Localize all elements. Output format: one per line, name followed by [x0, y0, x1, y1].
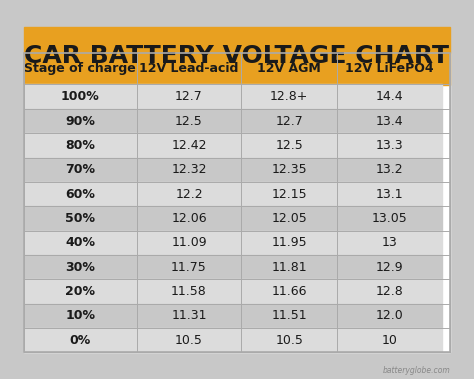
Text: 12.8: 12.8 [375, 285, 403, 298]
Text: 12V Lead-acid: 12V Lead-acid [139, 62, 239, 75]
Text: 12V LiFePO4: 12V LiFePO4 [345, 62, 434, 75]
Text: 13.05: 13.05 [372, 212, 407, 225]
Text: 12.15: 12.15 [272, 188, 307, 200]
Text: 10%: 10% [65, 309, 95, 323]
Text: 40%: 40% [65, 236, 95, 249]
Text: 30%: 30% [65, 261, 95, 274]
Text: 11.75: 11.75 [171, 261, 207, 274]
Text: 10.5: 10.5 [275, 334, 303, 347]
Text: 12.05: 12.05 [272, 212, 307, 225]
Text: 13.1: 13.1 [376, 188, 403, 200]
Text: 13.2: 13.2 [376, 163, 403, 176]
Text: 12.32: 12.32 [171, 163, 207, 176]
Text: 12.7: 12.7 [175, 90, 203, 103]
Text: 0%: 0% [70, 334, 91, 347]
Text: 11.31: 11.31 [171, 309, 207, 323]
Text: 10: 10 [382, 334, 397, 347]
Text: 12.5: 12.5 [275, 139, 303, 152]
Text: 50%: 50% [65, 212, 95, 225]
Text: 12V AGM: 12V AGM [257, 62, 321, 75]
Text: 100%: 100% [61, 90, 100, 103]
Text: 12.9: 12.9 [376, 261, 403, 274]
Text: 12.0: 12.0 [375, 309, 403, 323]
Text: 11.81: 11.81 [272, 261, 307, 274]
Text: 13.3: 13.3 [376, 139, 403, 152]
Text: 60%: 60% [65, 188, 95, 200]
Text: batteryglobe.com: batteryglobe.com [383, 366, 450, 375]
Text: 90%: 90% [65, 114, 95, 128]
Text: 20%: 20% [65, 285, 95, 298]
Text: 12.8+: 12.8+ [270, 90, 309, 103]
Text: 80%: 80% [65, 139, 95, 152]
Text: 12.7: 12.7 [275, 114, 303, 128]
Text: Stage of charge: Stage of charge [24, 62, 136, 75]
Text: 10.5: 10.5 [175, 334, 203, 347]
Text: 12.5: 12.5 [175, 114, 203, 128]
Text: 11.66: 11.66 [272, 285, 307, 298]
Text: CAR BATTERY VOLTAGE CHART: CAR BATTERY VOLTAGE CHART [25, 44, 449, 68]
Text: 11.58: 11.58 [171, 285, 207, 298]
Text: 12.42: 12.42 [171, 139, 207, 152]
Text: 11.95: 11.95 [272, 236, 307, 249]
Text: 70%: 70% [65, 163, 95, 176]
Text: 14.4: 14.4 [376, 90, 403, 103]
Text: 12.06: 12.06 [171, 212, 207, 225]
Text: 12.2: 12.2 [175, 188, 203, 200]
Text: 11.51: 11.51 [272, 309, 307, 323]
Text: 13: 13 [382, 236, 397, 249]
Text: 12.35: 12.35 [272, 163, 307, 176]
Text: 11.09: 11.09 [171, 236, 207, 249]
Text: 13.4: 13.4 [376, 114, 403, 128]
